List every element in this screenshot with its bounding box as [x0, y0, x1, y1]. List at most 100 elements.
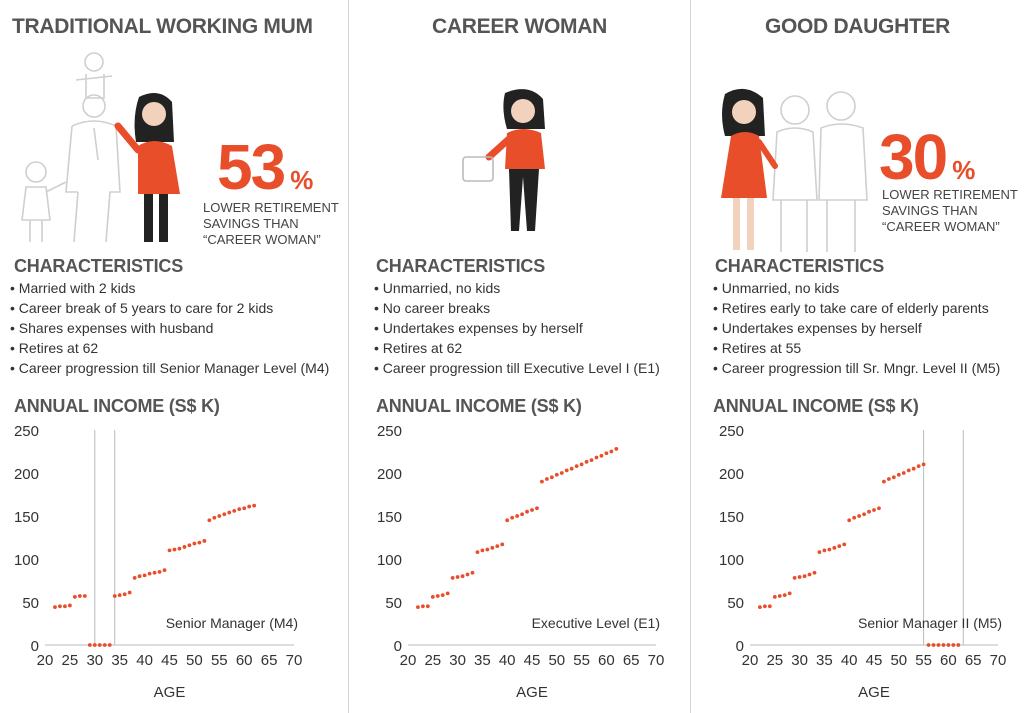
data-point — [847, 518, 852, 523]
data-point — [485, 547, 490, 552]
percent-note: LOWER RETIREMENT SAVINGS THAN “CAREER WO… — [203, 200, 339, 248]
list-item: Retires at 62 — [374, 338, 660, 358]
data-point — [162, 568, 167, 573]
data-point — [465, 572, 470, 577]
data-point — [946, 643, 951, 647]
data-point — [599, 453, 604, 458]
y-tick-label: 250 — [377, 423, 402, 440]
percent-number: 53 — [217, 131, 286, 203]
data-point — [807, 572, 812, 577]
characteristics-list: Unmarried, no kids No career breaks Unde… — [374, 278, 660, 378]
data-point — [906, 468, 911, 473]
data-point — [792, 576, 797, 580]
data-point — [569, 466, 574, 471]
data-point — [822, 548, 827, 553]
list-item: No career breaks — [374, 298, 660, 318]
panel-title: GOOD DAUGHTER — [764, 15, 951, 38]
data-point — [817, 550, 822, 555]
y-tick-label: 100 — [719, 552, 744, 569]
data-point — [122, 592, 127, 597]
career-woman-illustration — [462, 89, 545, 231]
data-point — [187, 543, 192, 548]
data-point — [87, 643, 92, 647]
percent-note-line: SAVINGS THAN — [203, 216, 299, 231]
data-point — [926, 643, 931, 647]
data-point — [117, 593, 122, 598]
data-point — [827, 547, 832, 552]
data-point — [177, 546, 182, 551]
data-point — [535, 506, 539, 511]
x-tick-label: 65 — [261, 652, 278, 669]
panel-title: TRADITIONAL WORKING MUM — [12, 15, 313, 38]
data-point — [812, 570, 817, 575]
chart-heading: ANNUAL INCOME (S$ K) — [713, 396, 919, 416]
data-point — [872, 508, 876, 512]
data-point — [589, 458, 594, 462]
data-point — [217, 514, 222, 518]
x-tick-label: 60 — [598, 652, 615, 669]
data-point — [901, 471, 906, 475]
data-point — [540, 479, 544, 484]
data-point — [420, 604, 425, 609]
family-illustration — [21, 52, 180, 243]
data-point — [182, 545, 187, 549]
percent-symbol: % — [290, 165, 314, 195]
data-point — [896, 472, 901, 477]
data-point — [490, 545, 495, 550]
girl-head — [25, 161, 47, 183]
characteristics-heading: CHARACTERISTICS — [14, 256, 184, 276]
data-point — [202, 539, 207, 543]
data-point — [197, 540, 202, 545]
y-tick-label: 100 — [377, 552, 402, 569]
y-tick-label: 50 — [385, 595, 402, 612]
x-axis-label: AGE — [516, 684, 548, 701]
daughter-illustration — [721, 88, 868, 252]
data-point — [797, 575, 802, 579]
data-point — [157, 570, 162, 574]
data-point — [107, 643, 112, 647]
data-point — [505, 518, 510, 523]
data-point — [167, 548, 172, 553]
data-point — [63, 604, 67, 609]
data-point — [416, 605, 420, 610]
x-tick-label: 35 — [474, 652, 491, 669]
data-point — [530, 508, 534, 512]
x-tick-label: 30 — [86, 652, 103, 669]
x-tick-label: 50 — [548, 652, 565, 669]
data-point — [564, 468, 569, 473]
characteristics-heading: CHARACTERISTICS — [715, 256, 885, 276]
data-point — [475, 550, 480, 555]
list-item: Unmarried, no kids — [713, 278, 1000, 298]
x-tick-label: 55 — [573, 652, 590, 669]
x-axis-label: AGE — [154, 684, 186, 701]
chart-annotation: Senior Manager II (M5) — [858, 615, 1002, 631]
percent-value: 30% — [879, 125, 975, 189]
mother-figure — [114, 93, 180, 242]
father-body — [65, 120, 121, 243]
chart-annotation: Executive Level (E1) — [532, 615, 660, 631]
data-point — [549, 475, 554, 480]
data-point — [584, 459, 589, 464]
list-item: Married with 2 kids — [10, 278, 329, 298]
data-point — [112, 594, 117, 598]
data-point — [867, 509, 871, 514]
x-tick-label: 65 — [623, 652, 640, 669]
data-point — [802, 574, 807, 579]
x-tick-label: 40 — [841, 652, 858, 669]
y-tick-label: 0 — [31, 638, 39, 655]
list-item: Career progression till Executive Level … — [374, 358, 660, 378]
x-tick-label: 45 — [866, 652, 883, 669]
data-point — [782, 593, 787, 598]
percent-note: LOWER RETIREMENT SAVINGS THAN “CAREER WO… — [882, 187, 1018, 235]
x-tick-label: 40 — [499, 652, 516, 669]
percent-note-line: LOWER RETIREMENT — [882, 187, 1018, 202]
percent-value: 53% — [217, 135, 313, 199]
daughter-figure — [721, 88, 778, 250]
y-tick-label: 50 — [727, 595, 744, 612]
x-tick-label: 55 — [211, 652, 228, 669]
characteristics-list: Married with 2 kids Career break of 5 ye… — [10, 278, 329, 378]
data-point — [852, 515, 857, 520]
data-point — [594, 455, 599, 460]
data-point — [227, 510, 232, 515]
data-point — [767, 604, 772, 609]
